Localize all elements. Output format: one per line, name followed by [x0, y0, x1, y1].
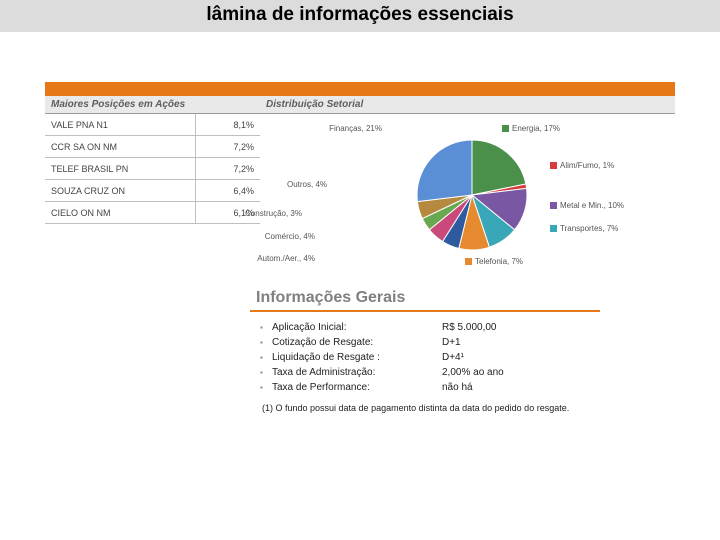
stock-name: CCR SA ON NM: [45, 136, 196, 158]
chart-label: Telefonia, 7%: [465, 257, 523, 266]
legend-swatch: [550, 225, 557, 232]
info-value: D+1: [442, 337, 594, 348]
info-row: ▪Cotização de Resgate:D+1: [260, 335, 594, 350]
info-label: Taxa de Performance:: [272, 382, 442, 393]
content-area: Maiores Posições em Ações VALE PNA N18,1…: [0, 32, 720, 421]
pie-chart-area: Energia, 17% Alim/Fumo, 1% Metal e Min., 1…: [260, 114, 675, 279]
info-list: ▪Aplicação Inicial:R$ 5.000,00▪Cotização…: [250, 312, 600, 399]
legend-text: Autom./Aer., 4%: [257, 254, 315, 263]
table-row: CIELO ON NM6,1%: [45, 202, 260, 224]
legend-text: Finanças, 21%: [329, 124, 382, 133]
info-value: D+4¹: [442, 352, 594, 363]
info-row: ▪Aplicação Inicial:R$ 5.000,00: [260, 320, 594, 335]
legend-text: Outros, 4%: [287, 180, 327, 189]
info-label: Liquidação de Resgate :: [272, 352, 442, 363]
legend-swatch: [550, 162, 557, 169]
info-row: ▪Liquidação de Resgate :D+4¹: [260, 350, 594, 365]
page-title: lâmina de informações essenciais: [206, 4, 513, 25]
info-title: Informações Gerais: [250, 287, 600, 312]
upper-panels: Maiores Posições em Ações VALE PNA N18,1…: [45, 96, 675, 279]
legend-text: Comércio, 4%: [265, 232, 315, 241]
pie-chart: [412, 138, 532, 252]
distribution-header: Distribuição Setorial: [260, 96, 675, 114]
bullet-icon: ▪: [260, 323, 272, 332]
legend-text: Telefonia, 7%: [475, 257, 523, 266]
positions-panel: Maiores Posições em Ações VALE PNA N18,1…: [45, 96, 260, 279]
stock-pct: 8,1%: [196, 114, 261, 136]
legend-text: Transportes, 7%: [560, 224, 618, 233]
bullet-icon: ▪: [260, 353, 272, 362]
positions-header: Maiores Posições em Ações: [45, 96, 260, 114]
table-row: VALE PNA N18,1%: [45, 114, 260, 136]
chart-label: Transportes, 7%: [550, 224, 618, 233]
accent-bar: [45, 82, 675, 96]
positions-table: VALE PNA N18,1%CCR SA ON NM7,2%TELEF BRA…: [45, 114, 260, 224]
distribution-panel: Distribuição Setorial Energia, 17% Alim/F…: [260, 96, 675, 279]
legend-text: Alim/Fumo, 1%: [560, 161, 614, 170]
stock-pct: 7,2%: [196, 158, 261, 180]
pie-holder: [412, 138, 532, 257]
legend-swatch: [465, 258, 472, 265]
legend-text: Metal e Min., 10%: [560, 201, 624, 210]
stock-name: CIELO ON NM: [45, 202, 196, 224]
stock-pct: 6,4%: [196, 180, 261, 202]
info-label: Taxa de Administração:: [272, 367, 442, 378]
info-value: não há: [442, 382, 594, 393]
bullet-icon: ▪: [260, 383, 272, 392]
legend-text: Energia, 17%: [512, 124, 560, 133]
chart-label: Energia, 17%: [502, 124, 560, 133]
legend-swatch: [550, 202, 557, 209]
table-row: CCR SA ON NM7,2%: [45, 136, 260, 158]
pie-slice: [417, 140, 472, 202]
stock-pct: 7,2%: [196, 136, 261, 158]
bullet-icon: ▪: [260, 368, 272, 377]
stock-name: SOUZA CRUZ ON: [45, 180, 196, 202]
stock-name: TELEF BRASIL PN: [45, 158, 196, 180]
info-label: Aplicação Inicial:: [272, 322, 442, 333]
info-panel: Informações Gerais ▪Aplicação Inicial:R$…: [250, 287, 600, 421]
info-value: 2,00% ao ano: [442, 367, 594, 378]
legend-text: Construção, 3%: [245, 209, 302, 218]
info-row: ▪Taxa de Administração:2,00% ao ano: [260, 365, 594, 380]
info-value: R$ 5.000,00: [442, 322, 594, 333]
info-label: Cotização de Resgate:: [272, 337, 442, 348]
page-title-bar: lâmina de informações essenciais: [0, 0, 720, 32]
chart-label: Metal e Min., 10%: [550, 201, 624, 210]
info-row: ▪Taxa de Performance:não há: [260, 380, 594, 395]
table-row: SOUZA CRUZ ON6,4%: [45, 180, 260, 202]
table-row: TELEF BRASIL PN7,2%: [45, 158, 260, 180]
info-footnote: (1) O fundo possui data de pagamento dis…: [250, 399, 600, 421]
bullet-icon: ▪: [260, 338, 272, 347]
chart-label: Alim/Fumo, 1%: [550, 161, 614, 170]
stock-name: VALE PNA N1: [45, 114, 196, 136]
legend-swatch: [502, 125, 509, 132]
